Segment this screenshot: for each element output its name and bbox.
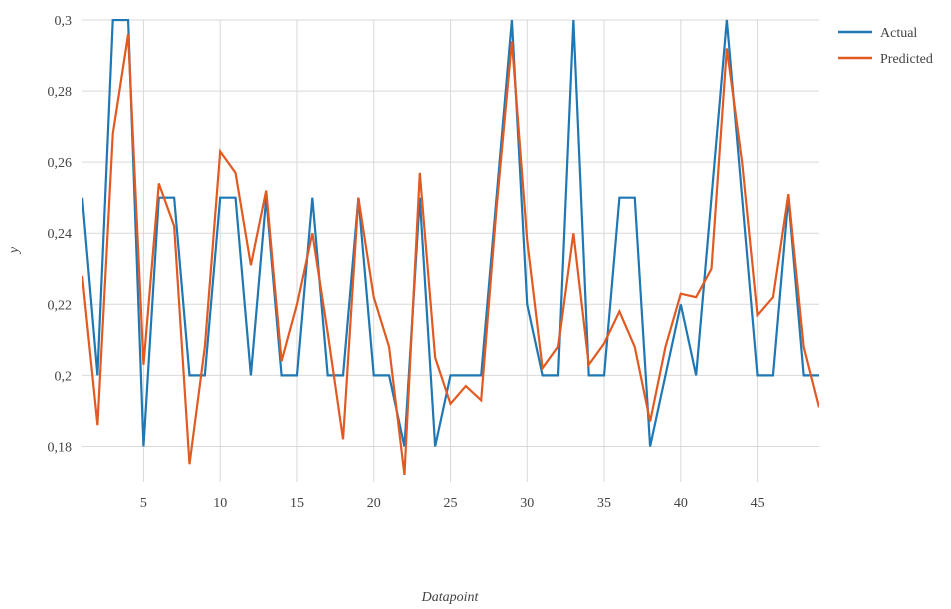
y-tick-label: 0,24: [48, 227, 73, 242]
series-lines: [82, 19, 819, 476]
y-tick-label: 0,2: [55, 369, 73, 384]
y-tick-label: 0,3: [55, 14, 73, 29]
y-tick-label: 0,26: [48, 156, 73, 171]
x-tick-label: 40: [674, 496, 688, 511]
x-tick-label: 5: [140, 496, 147, 511]
legend: Actual Predicted: [838, 26, 933, 67]
series-line-predicted: [82, 34, 819, 476]
x-tick-label: 20: [367, 496, 381, 511]
legend-label-predicted: Predicted: [880, 52, 933, 67]
x-axis-title: Datapoint: [421, 590, 480, 604]
x-tick-label: 45: [751, 496, 765, 511]
x-tick-label: 30: [520, 496, 534, 511]
x-tick-label: 35: [597, 496, 611, 511]
y-axis-title: y: [7, 246, 22, 255]
x-tick-label: 15: [290, 496, 304, 511]
x-tick-label: 25: [444, 496, 458, 511]
grid-lines: [82, 19, 819, 482]
tick-labels: 0,18 0,2 0,22 0,24 0,26 0,28 0,3 5 10 15 20 25 30 35 4…: [48, 14, 765, 511]
y-tick-label: 0,18: [48, 440, 73, 455]
legend-label-actual: Actual: [880, 26, 917, 41]
y-tick-label: 0,28: [48, 85, 73, 100]
x-tick-label: 10: [213, 496, 227, 511]
series-line-actual: [82, 19, 819, 447]
y-tick-label: 0,22: [48, 298, 73, 313]
